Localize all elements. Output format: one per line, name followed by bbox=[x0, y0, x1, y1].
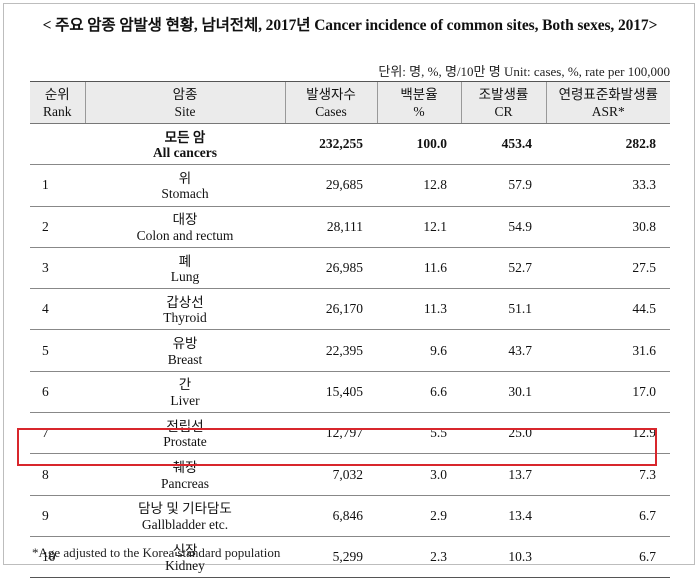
cases-cell: 5,299 bbox=[285, 536, 377, 578]
cr-cell: 51.1 bbox=[461, 288, 546, 331]
table-row: 2 대장 Colon and rectum 28,111 12.1 54.9 30… bbox=[30, 206, 670, 248]
rank-cell: 8 bbox=[30, 453, 85, 496]
table-row: 5 유방 Breast 22,395 9.6 43.7 31.6 bbox=[30, 329, 670, 372]
rank-cell: 2 bbox=[30, 206, 85, 248]
site-cell: 갑상선 Thyroid bbox=[85, 288, 285, 331]
percent-cell: 12.1 bbox=[377, 206, 461, 248]
cases-cell: 22,395 bbox=[285, 329, 377, 372]
percent-cell: 2.3 bbox=[377, 536, 461, 578]
cr-cell: 43.7 bbox=[461, 329, 546, 372]
cr-cell: 30.1 bbox=[461, 371, 546, 414]
site-cell: 담낭 및 기타담도 Gallbladder etc. bbox=[85, 495, 285, 537]
table-row: 4 갑상선 Thyroid 26,170 11.3 51.1 44.5 bbox=[30, 288, 670, 331]
site-cell: 폐 Lung bbox=[85, 247, 285, 290]
cases-cell: 26,170 bbox=[285, 288, 377, 331]
asr-cell: 31.6 bbox=[546, 329, 670, 372]
cases-cell: 29,685 bbox=[285, 164, 377, 207]
table-row: 7 전립선 Prostate 12,797 5.5 25.0 12.9 bbox=[30, 412, 670, 455]
rank-cell: 9 bbox=[30, 495, 85, 537]
site-cell: 전립선 Prostate bbox=[85, 412, 285, 455]
cases-cell: 232,255 bbox=[285, 123, 377, 166]
header-percent: 백분율% bbox=[376, 81, 461, 124]
table-row-highlighted: 8 췌장 Pancreas 7,032 3.0 13.7 7.3 bbox=[30, 453, 670, 496]
cases-cell: 12,797 bbox=[285, 412, 377, 455]
cr-cell: 54.9 bbox=[461, 206, 546, 248]
cr-cell: 13.4 bbox=[461, 495, 546, 537]
percent-cell: 100.0 bbox=[377, 123, 461, 166]
percent-cell: 5.5 bbox=[377, 412, 461, 455]
table-row: 3 폐 Lung 26,985 11.6 52.7 27.5 bbox=[30, 247, 670, 290]
rank-cell: 1 bbox=[30, 164, 85, 207]
cr-cell: 57.9 bbox=[461, 164, 546, 207]
header-cases: 발생자수 Cases bbox=[284, 81, 377, 124]
header-row: 순위 Rank 암종 Site 발생자수 Cases 백분율% 조발생률 CR 연령표준… bbox=[30, 81, 670, 124]
percent-cell: 12.8 bbox=[377, 164, 461, 207]
percent-cell: 6.6 bbox=[377, 371, 461, 414]
rank-cell: 7 bbox=[30, 412, 85, 455]
asr-cell: 7.3 bbox=[546, 453, 670, 496]
cases-cell: 7,032 bbox=[285, 453, 377, 496]
rank-cell: 4 bbox=[30, 288, 85, 331]
asr-cell: 33.3 bbox=[546, 164, 670, 207]
rank-cell: 5 bbox=[30, 329, 85, 372]
cases-cell: 6,846 bbox=[285, 495, 377, 537]
site-cell: 위 Stomach bbox=[85, 164, 285, 207]
cases-cell: 15,405 bbox=[285, 371, 377, 414]
asr-cell: 6.7 bbox=[546, 536, 670, 578]
table-row: 6 간 Liver 15,405 6.6 30.1 17.0 bbox=[30, 371, 670, 414]
table-title: < 주요 암종 암발생 현황, 남녀전체, 2017년 Cancer incid… bbox=[42, 17, 658, 34]
percent-cell: 3.0 bbox=[377, 453, 461, 496]
cases-cell: 26,985 bbox=[285, 247, 377, 290]
asr-cell: 12.9 bbox=[546, 412, 670, 455]
asr-cell: 6.7 bbox=[546, 495, 670, 537]
rank-cell: 3 bbox=[30, 247, 85, 290]
cr-cell: 52.7 bbox=[461, 247, 546, 290]
header-site: 암종 Site bbox=[84, 81, 285, 124]
site-cell: 유방 Breast bbox=[85, 329, 285, 372]
percent-cell: 9.6 bbox=[377, 329, 461, 372]
cases-cell: 28,111 bbox=[285, 206, 377, 248]
percent-cell: 11.6 bbox=[377, 247, 461, 290]
percent-cell: 2.9 bbox=[377, 495, 461, 537]
asr-cell: 44.5 bbox=[546, 288, 670, 331]
asr-cell: 27.5 bbox=[546, 247, 670, 290]
asr-cell: 282.8 bbox=[546, 123, 670, 166]
cr-cell: 13.7 bbox=[461, 453, 546, 496]
site-cell: 췌장 Pancreas bbox=[85, 453, 285, 496]
unit-note: 단위: 명, %, 명/10만 명 Unit: cases, %, rate p… bbox=[378, 64, 670, 79]
header-rank: 순위 Rank bbox=[30, 81, 85, 124]
cr-cell: 453.4 bbox=[461, 123, 546, 166]
rank-cell bbox=[30, 123, 85, 166]
site-cell: 간 Liver bbox=[85, 371, 285, 414]
cr-cell: 10.3 bbox=[461, 536, 546, 578]
rank-cell: 6 bbox=[30, 371, 85, 414]
footnote: *Age adjusted to the Korea standard popu… bbox=[32, 545, 281, 560]
table-row-all-cancers: 모든 암 All cancers 232,255 100.0 453.4 282.… bbox=[30, 123, 670, 166]
header-asr: 연령표준화발생률 ASR* bbox=[545, 81, 670, 124]
cr-cell: 25.0 bbox=[461, 412, 546, 455]
table-row: 1 위 Stomach 29,685 12.8 57.9 33.3 bbox=[30, 164, 670, 207]
site-cell: 모든 암 All cancers bbox=[85, 123, 285, 166]
table-row: 9 담낭 및 기타담도 Gallbladder etc. 6,846 2.9 13… bbox=[30, 495, 670, 537]
percent-cell: 11.3 bbox=[377, 288, 461, 331]
header-cr: 조발생률 CR bbox=[460, 81, 546, 124]
asr-cell: 17.0 bbox=[546, 371, 670, 414]
asr-cell: 30.8 bbox=[546, 206, 670, 248]
cancer-incidence-table: 순위 Rank 암종 Site 발생자수 Cases 백분율% 조발생률 CR 연령표준… bbox=[30, 81, 670, 578]
site-cell: 대장 Colon and rectum bbox=[85, 206, 285, 248]
